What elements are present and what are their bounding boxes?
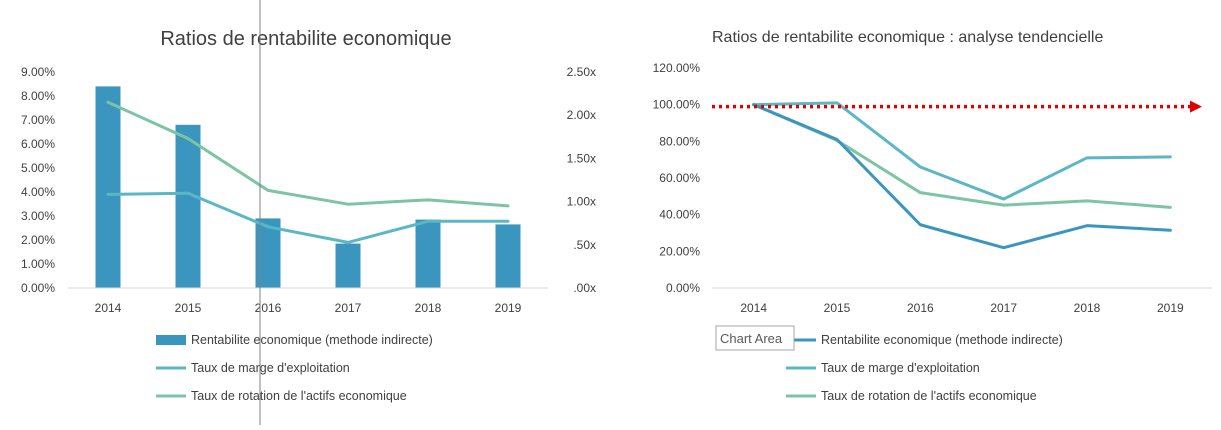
chart2-y-tick: 100.00% [653, 98, 701, 112]
chart2-x-tick: 2016 [907, 301, 934, 315]
chart1-y-right-tick: .00x [573, 281, 596, 295]
chart1-x-tick: 2019 [495, 301, 522, 315]
chart1-y-left-tick: 0.00% [21, 281, 55, 295]
chart1-legend-label-2: Taux de rotation de l'actifs economique [191, 389, 407, 403]
chart2-reference-arrowhead [1190, 100, 1202, 113]
chart2-y-tick: 0.00% [666, 281, 700, 295]
chart2-y-tick: 120.00% [653, 61, 701, 75]
chart2-x-tick: 2018 [1074, 301, 1101, 315]
chart1-y-right-tick: 2.00x [567, 108, 596, 122]
chart2-line-series-2 [752, 103, 1172, 209]
chart1-bar-2014 [95, 86, 121, 289]
chart2-y-tick: 20.00% [659, 244, 700, 258]
chart2-x-tick: 2014 [740, 301, 767, 315]
chart1-y-right-tick: .50x [573, 238, 596, 252]
chart1-x-tick: 2016 [255, 301, 282, 315]
chart2-line-series-0 [752, 103, 1172, 250]
chart1-y-left-tick: 5.00% [21, 161, 55, 175]
chart1-legend: Rentabilite economique (methode indirect… [156, 333, 433, 403]
chart2-x-tick: 2017 [990, 301, 1017, 315]
chart2-y-tick: 40.00% [659, 208, 700, 222]
chart2-legend-label-0: Rentabilite economique (methode indirect… [821, 333, 1063, 347]
tooltip-label: Chart Area [720, 331, 783, 346]
chart1-x-tick: 2015 [175, 301, 202, 315]
chart1-bar-2019 [495, 224, 521, 288]
chart2-legend: Rentabilite economique (methode indirect… [786, 333, 1063, 403]
chart1-y-left-tick: 8.00% [21, 89, 55, 103]
chart1-x-tick: 2018 [415, 301, 442, 315]
chart-tendencielle[interactable]: Ratios de rentabilite economique : analy… [653, 29, 1212, 403]
chart1-x-ticks: 2014 2015 2016 2017 2018 2019 [95, 301, 522, 315]
chart1-line-series-2 [106, 100, 510, 208]
chart2-reference-line [712, 100, 1202, 113]
chart2-line-series-1 [752, 101, 1172, 201]
chart-area-tooltip: Chart Area [715, 325, 795, 351]
chart2-y-tick: 80.00% [659, 134, 700, 148]
chart1-line-series-1 [106, 191, 510, 244]
chart2-title: Ratios de rentabilite economique : analy… [712, 29, 1103, 46]
chart2-x-ticks: 2014 2015 2016 2017 2018 2019 [740, 301, 1184, 315]
chart2-x-tick: 2015 [824, 301, 851, 315]
chart1-lines [106, 100, 510, 244]
chart2-legend-label-2: Taux de rotation de l'actifs economique [821, 389, 1037, 403]
chart1-y-left-tick: 4.00% [21, 185, 55, 199]
chart1-legend-label-1: Taux de marge d'exploitation [191, 361, 350, 375]
chart1-title: Ratios de rentabilite economique [160, 28, 451, 50]
chart1-bar-2015 [175, 124, 201, 288]
chart1-y-right-tick: 1.00x [567, 195, 596, 209]
tooltip-box [715, 325, 795, 351]
chart2-y-ticks: 0.00% 20.00% 40.00% 60.00% 80.00% 100.00% 120.… [653, 61, 701, 295]
chart1-legend-swatch-0 [156, 335, 186, 345]
chart1-y-right-tick: 1.50x [567, 151, 596, 165]
chart1-y-left-tick: 2.00% [21, 233, 55, 247]
chart2-y-tick: 60.00% [659, 171, 700, 185]
chart1-y-left-tick: 7.00% [21, 113, 55, 127]
chart-rentabilite[interactable]: Ratios de rentabilite economique 0.00% 1.… [21, 28, 596, 403]
chart1-y-left-ticks: 0.00% 1.00% 2.00% 3.00% 4.00% 5.00% 6.00% 7.00%… [21, 65, 55, 295]
chart2-legend-label-1: Taux de marge d'exploitation [821, 361, 980, 375]
chart1-x-tick: 2014 [95, 301, 122, 315]
chart1-x-tick: 2017 [335, 301, 362, 315]
chart1-y-left-tick: 9.00% [21, 65, 55, 79]
chart1-bar-2018 [415, 219, 441, 288]
chart1-legend-label-0: Rentabilite economique (methode indirect… [191, 333, 433, 347]
chart2-lines [752, 101, 1172, 250]
chart1-y-right-ticks: .00x .50x 1.00x 1.50x 2.00x 2.50x [567, 65, 596, 295]
chart1-y-left-tick: 6.00% [21, 137, 55, 151]
chart1-bar-2017 [335, 243, 361, 288]
chart1-y-left-tick: 3.00% [21, 209, 55, 223]
chart1-y-right-tick: 2.50x [567, 65, 596, 79]
chart2-x-tick: 2019 [1157, 301, 1184, 315]
chart1-y-left-tick: 1.00% [21, 257, 55, 271]
chart1-bars [95, 86, 521, 289]
